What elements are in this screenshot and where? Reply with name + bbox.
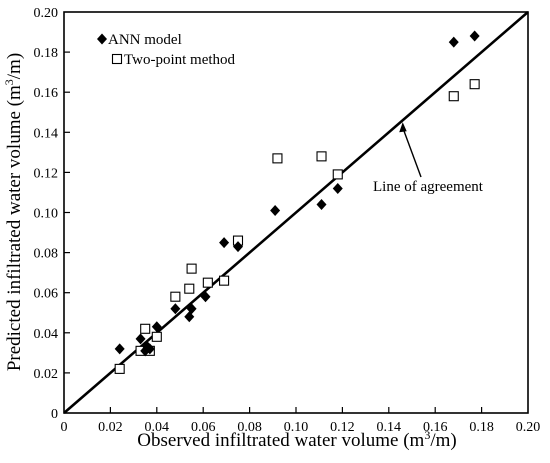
- y-tick-label: 0.04: [34, 327, 59, 342]
- x-tick-label: 0.08: [237, 420, 262, 435]
- x-tick-label: 0.20: [516, 420, 541, 435]
- legend-label-ann: ANN model: [108, 32, 182, 48]
- two-point-method-point: [332, 169, 343, 180]
- x-tick-label: 0: [61, 420, 68, 435]
- legend-square-marker: [111, 53, 123, 65]
- two-point-method-point: [140, 323, 151, 334]
- legend-marker-ann: [97, 33, 107, 45]
- y-tick-label: 0.16: [34, 86, 59, 101]
- ann-model-point: [151, 321, 162, 333]
- y-tick-label: 0.14: [34, 126, 59, 141]
- plot-frame: [63, 11, 529, 414]
- ann-model-point: [200, 291, 211, 303]
- two-point-method-point: [151, 331, 162, 342]
- y-axis-ticks: 0 0.02 0.04 0.06 0.08 0.10 0.12 0.14 0.16 0.18 0.2…: [34, 6, 70, 422]
- x-tick-label: 0.06: [191, 420, 216, 435]
- two-point-method-point: [186, 263, 197, 274]
- y-tick-label: 0: [51, 407, 58, 422]
- two-point-method-point: [184, 283, 195, 294]
- x-axis-title: Observed infiltrated water volume (m3/m): [137, 428, 456, 451]
- y-tick-label: 0.02: [34, 367, 59, 382]
- y-tick-label: 0.10: [34, 207, 59, 222]
- x-tick-label: 0.02: [98, 420, 123, 435]
- two-point-method-point: [448, 91, 459, 102]
- legend-marker-two-point: [111, 53, 123, 65]
- two-point-method-point: [272, 153, 283, 164]
- ann-model-point: [316, 198, 327, 210]
- ann-model-point: [448, 36, 459, 48]
- ann-model-point: [144, 343, 155, 355]
- ann-model-point: [332, 182, 343, 194]
- two-point-method-point: [219, 275, 230, 286]
- ann-model-point: [114, 343, 125, 355]
- legend-diamond-marker: [97, 33, 107, 45]
- y-tick-label: 0.12: [34, 166, 59, 181]
- two-point-method-point: [114, 363, 125, 374]
- x-tick-label: 0.04: [145, 420, 170, 435]
- annotation-label: Line of agreement: [373, 179, 484, 195]
- y-axis-title: Predicted infiltrated water volume (m3/m…: [2, 53, 25, 371]
- ann-model-point: [170, 303, 181, 315]
- ann-model-point: [219, 237, 230, 249]
- y-tick-label: 0.06: [34, 287, 59, 302]
- data-points: [114, 30, 480, 374]
- ann-model-point: [270, 204, 281, 216]
- legend-label-two-point: Two-point method: [124, 52, 236, 68]
- two-point-method-point: [316, 151, 327, 162]
- ann-model-point: [469, 30, 480, 42]
- x-tick-label: 0.10: [284, 420, 309, 435]
- ann-model-point: [186, 303, 197, 315]
- annotation: Line of agreement: [373, 122, 484, 195]
- ann-model-point: [135, 333, 146, 345]
- ann-model-point: [233, 241, 243, 253]
- annotation-arrow-line: [403, 130, 422, 178]
- y-tick-label: 0.08: [34, 247, 59, 262]
- x-tick-label: 0.18: [469, 420, 494, 435]
- two-point-method-point: [202, 277, 213, 288]
- x-tick-label: 0.16: [423, 420, 448, 435]
- y-tick-label: 0.20: [34, 6, 59, 21]
- x-tick-label: 0.12: [330, 420, 355, 435]
- x-axis-ticks: 0 0.02 0.04 0.06 0.08 0.10 0.12 0.14 0.16 0.18 0.2…: [61, 407, 541, 435]
- x-tick-label: 0.14: [377, 420, 402, 435]
- two-point-method-point: [170, 291, 181, 302]
- line-of-agreement: [63, 11, 529, 414]
- legend: ANN model Two-point method: [97, 32, 236, 68]
- two-point-method-point: [469, 79, 480, 90]
- annotation-arrow-head: [399, 122, 407, 133]
- y-tick-label: 0.18: [34, 46, 59, 61]
